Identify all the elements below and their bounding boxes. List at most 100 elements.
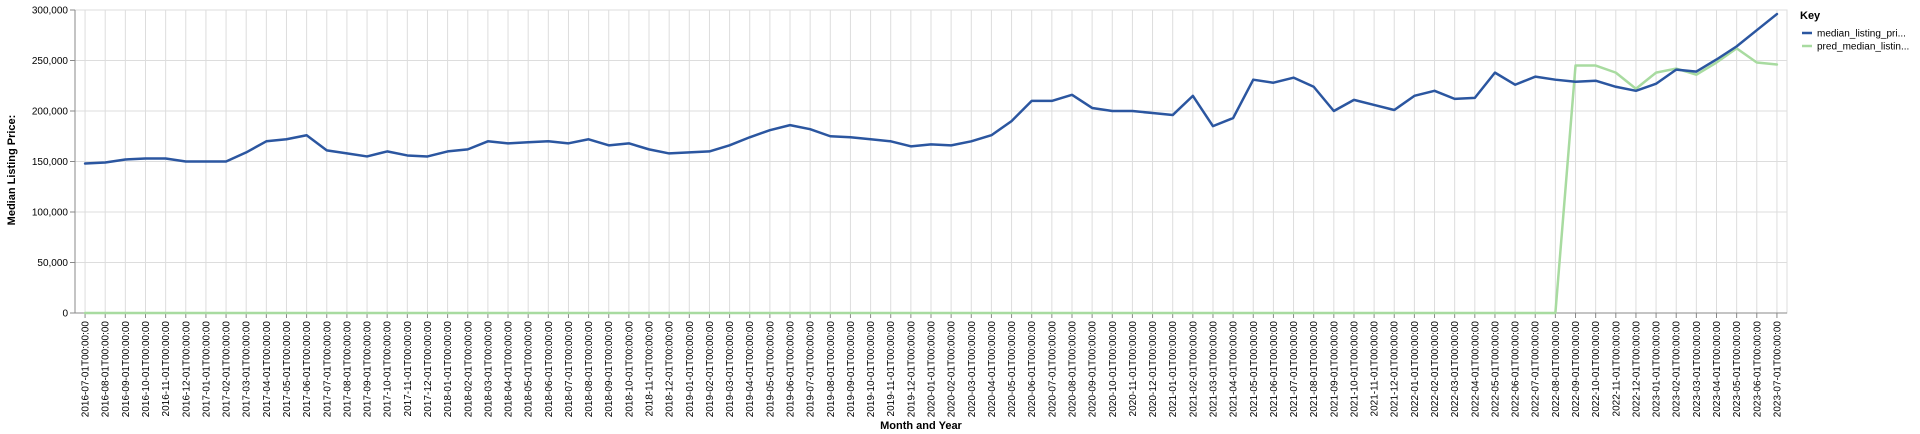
x-tick-label: 2017-12-01T00:00:00 <box>423 321 434 418</box>
x-tick-label: 2021-02-01T00:00:00 <box>1188 321 1199 418</box>
x-tick-label: 2021-05-01T00:00:00 <box>1249 321 1260 418</box>
x-tick-label: 2022-02-01T00:00:00 <box>1430 321 1441 418</box>
x-tick-label: 2021-06-01T00:00:00 <box>1269 321 1280 418</box>
x-tick-label: 2020-03-01T00:00:00 <box>967 321 978 418</box>
y-tick-label: 50,000 <box>37 258 68 269</box>
x-tick-label: 2021-09-01T00:00:00 <box>1329 321 1340 418</box>
x-tick-label: 2021-04-01T00:00:00 <box>1229 321 1240 418</box>
y-tick-label: 300,000 <box>32 6 69 17</box>
x-tick-label: 2016-10-01T00:00:00 <box>141 321 152 418</box>
x-tick-label: 2019-07-01T00:00:00 <box>806 321 817 418</box>
gridlines <box>75 9 1787 314</box>
y-tick-label: 200,000 <box>32 107 69 118</box>
y-axis-ticks: 0 50,000 100,000 150,000 200,000 250,000 300,0… <box>32 6 75 320</box>
x-axis-ticks: 2016-07-01T00:00:00 2016-08-01T00:00:00 20… <box>81 313 1783 418</box>
x-tick-label: 2020-08-01T00:00:00 <box>1067 321 1078 418</box>
legend-label: median_listing_pri... <box>1817 29 1906 40</box>
x-tick-label: 2017-03-01T00:00:00 <box>242 321 253 418</box>
x-tick-label: 2022-07-01T00:00:00 <box>1531 321 1542 418</box>
x-axis-title: Month and Year <box>880 420 962 432</box>
x-tick-label: 2020-09-01T00:00:00 <box>1088 321 1099 418</box>
x-tick-label: 2022-10-01T00:00:00 <box>1591 321 1602 418</box>
x-tick-label: 2022-09-01T00:00:00 <box>1571 321 1582 418</box>
x-tick-label: 2023-01-01T00:00:00 <box>1652 321 1663 418</box>
x-tick-label: 2017-02-01T00:00:00 <box>222 321 233 418</box>
x-tick-label: 2021-08-01T00:00:00 <box>1309 321 1320 418</box>
x-tick-label: 2022-04-01T00:00:00 <box>1470 321 1481 418</box>
x-tick-label: 2017-04-01T00:00:00 <box>262 321 273 418</box>
x-tick-label: 2017-09-01T00:00:00 <box>363 321 374 418</box>
x-tick-label: 2019-04-01T00:00:00 <box>745 321 756 418</box>
x-tick-label: 2017-06-01T00:00:00 <box>302 321 313 418</box>
series-line-pred-median-listing-price <box>83 47 1779 315</box>
x-tick-label: 2022-05-01T00:00:00 <box>1490 321 1501 418</box>
y-tick-label: 250,000 <box>32 56 69 67</box>
legend-title: Key <box>1800 10 1821 22</box>
x-tick-label: 2017-05-01T00:00:00 <box>282 321 293 418</box>
x-tick-label: 2022-06-01T00:00:00 <box>1511 321 1522 418</box>
x-tick-label: 2019-06-01T00:00:00 <box>786 321 797 418</box>
x-tick-label: 2020-07-01T00:00:00 <box>1047 321 1058 418</box>
x-tick-label: 2023-07-01T00:00:00 <box>1772 321 1783 418</box>
x-tick-label: 2016-07-01T00:00:00 <box>81 321 92 418</box>
x-tick-label: 2019-08-01T00:00:00 <box>826 321 837 418</box>
x-tick-label: 2020-12-01T00:00:00 <box>1148 321 1159 418</box>
x-tick-label: 2018-09-01T00:00:00 <box>604 321 615 418</box>
x-tick-label: 2016-08-01T00:00:00 <box>101 321 112 418</box>
x-tick-label: 2021-03-01T00:00:00 <box>1208 321 1219 418</box>
x-tick-label: 2020-10-01T00:00:00 <box>1108 321 1119 418</box>
x-tick-label: 2017-08-01T00:00:00 <box>342 321 353 418</box>
y-axis-title: Median Listing Price: <box>6 115 18 226</box>
x-tick-label: 2023-02-01T00:00:00 <box>1672 321 1683 418</box>
x-tick-label: 2020-06-01T00:00:00 <box>1027 321 1038 418</box>
x-tick-label: 2019-05-01T00:00:00 <box>765 321 776 418</box>
x-tick-label: 2021-12-01T00:00:00 <box>1390 321 1401 418</box>
x-tick-label: 2019-01-01T00:00:00 <box>685 321 696 418</box>
legend-entries: median_listing_pri... pred_median_listin.… <box>1802 29 1909 53</box>
x-tick-label: 2022-12-01T00:00:00 <box>1631 321 1642 418</box>
x-tick-label: 2022-03-01T00:00:00 <box>1450 321 1461 418</box>
x-tick-label: 2018-12-01T00:00:00 <box>665 321 676 418</box>
x-tick-label: 2023-05-01T00:00:00 <box>1732 321 1743 418</box>
y-tick-label: 0 <box>62 309 68 320</box>
x-tick-label: 2018-04-01T00:00:00 <box>504 321 515 418</box>
y-tick-label: 150,000 <box>32 157 69 168</box>
x-tick-label: 2019-12-01T00:00:00 <box>906 321 917 418</box>
x-tick-label: 2020-11-01T00:00:00 <box>1128 321 1139 417</box>
x-tick-label: 2016-11-01T00:00:00 <box>161 321 172 417</box>
x-tick-label: 2017-10-01T00:00:00 <box>383 321 394 418</box>
x-tick-label: 2017-11-01T00:00:00 <box>403 321 414 417</box>
series-line-median-listing-price <box>83 12 1779 165</box>
legend-label: pred_median_listin... <box>1817 42 1909 53</box>
x-tick-label: 2018-05-01T00:00:00 <box>524 321 535 418</box>
x-tick-label: 2018-06-01T00:00:00 <box>544 321 555 418</box>
x-tick-label: 2022-08-01T00:00:00 <box>1551 321 1562 418</box>
x-tick-label: 2019-10-01T00:00:00 <box>866 321 877 418</box>
x-tick-label: 2018-08-01T00:00:00 <box>584 321 595 418</box>
x-tick-label: 2020-05-01T00:00:00 <box>1007 321 1018 418</box>
x-tick-label: 2018-10-01T00:00:00 <box>624 321 635 418</box>
x-tick-label: 2021-11-01T00:00:00 <box>1370 321 1381 417</box>
x-tick-label: 2018-03-01T00:00:00 <box>483 321 494 418</box>
x-tick-label: 2021-07-01T00:00:00 <box>1289 321 1300 418</box>
x-tick-label: 2021-10-01T00:00:00 <box>1349 321 1360 418</box>
x-tick-label: 2017-01-01T00:00:00 <box>201 321 212 418</box>
x-tick-label: 2019-11-01T00:00:00 <box>886 321 897 417</box>
x-tick-label: 2017-07-01T00:00:00 <box>322 321 333 418</box>
x-tick-label: 2022-11-01T00:00:00 <box>1611 321 1622 417</box>
x-tick-label: 2021-01-01T00:00:00 <box>1168 321 1179 418</box>
x-tick-label: 2016-12-01T00:00:00 <box>181 321 192 418</box>
x-tick-label: 2019-03-01T00:00:00 <box>725 321 736 418</box>
x-tick-label: 2022-01-01T00:00:00 <box>1410 321 1421 418</box>
y-tick-label: 100,000 <box>32 208 69 219</box>
x-tick-label: 2023-06-01T00:00:00 <box>1752 321 1763 418</box>
x-tick-label: 2019-02-01T00:00:00 <box>705 321 716 418</box>
x-tick-label: 2020-02-01T00:00:00 <box>947 321 958 418</box>
x-tick-label: 2023-03-01T00:00:00 <box>1692 321 1703 418</box>
x-tick-label: 2018-07-01T00:00:00 <box>564 321 575 418</box>
x-tick-label: 2019-09-01T00:00:00 <box>846 321 857 418</box>
legend: Key median_listing_pri... pred_median_lis… <box>1800 10 1909 53</box>
x-tick-label: 2016-09-01T00:00:00 <box>121 321 132 418</box>
x-tick-label: 2018-01-01T00:00:00 <box>443 321 454 418</box>
